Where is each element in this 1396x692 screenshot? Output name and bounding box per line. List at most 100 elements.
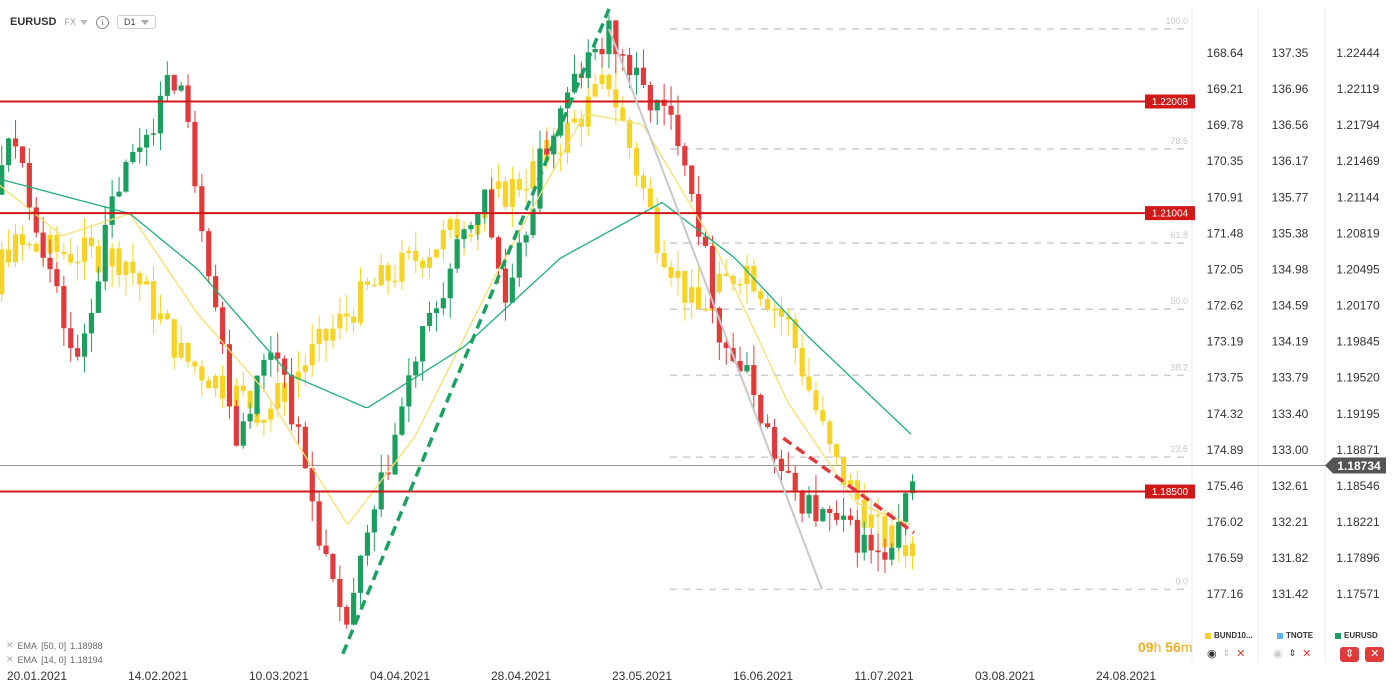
trendline-downtrend [782, 436, 915, 535]
candle-body [433, 249, 440, 258]
close-icon[interactable]: ✕ [6, 654, 14, 664]
candle-body [192, 361, 198, 367]
candle-body [240, 421, 246, 446]
trendline-uptrend [341, 8, 611, 655]
legend-eurusd[interactable]: EURUSD [1335, 631, 1378, 640]
fib-level-label: 38.2 [1170, 362, 1188, 372]
indicator-ema-14[interactable]: ✕ EMA [14, 0] 1.18194 [6, 654, 103, 665]
candle-body [351, 592, 357, 625]
reorder-icon[interactable]: ⇕ [1288, 648, 1297, 658]
candle-body [440, 298, 446, 309]
candle-body [282, 358, 288, 375]
candle-body [302, 426, 308, 469]
candle-body [344, 606, 350, 625]
candle-body [778, 458, 785, 472]
bund-controls: ◉ ⇕ ✕ [1207, 647, 1245, 660]
candle-body [592, 49, 598, 53]
axis-tick-label-bund: 134.59 [1272, 299, 1309, 313]
close-icon[interactable]: ✕ [1365, 647, 1385, 662]
candle-body [426, 312, 433, 327]
candle-body [123, 261, 129, 276]
candle-body [909, 481, 916, 494]
candle-body [420, 326, 426, 362]
axis-tick-label-eurusd: 1.17571 [1336, 587, 1380, 601]
axis-tick-label-tnote: 176.59 [1207, 551, 1244, 565]
candle-body [178, 342, 184, 358]
candle-body [606, 20, 612, 55]
candle-body [896, 521, 902, 548]
candle-body [523, 235, 529, 243]
candle-body [702, 308, 709, 311]
candle-body [164, 313, 170, 320]
candle-body [696, 194, 702, 237]
candle-body [633, 67, 640, 76]
candle-body [75, 348, 81, 357]
candle-body [468, 234, 474, 237]
candle-body [751, 365, 757, 396]
candle-body [806, 376, 812, 391]
eye-icon[interactable]: ◉ [1273, 648, 1283, 660]
symbol-label[interactable]: EURUSD [10, 16, 57, 28]
close-icon[interactable]: ✕ [6, 640, 14, 650]
candle-body [640, 67, 647, 85]
legend-tnote[interactable]: TNOTE [1277, 631, 1313, 640]
candle-body [330, 328, 336, 341]
axis-tick-label-eurusd: 1.19520 [1336, 371, 1380, 385]
candle-body [323, 545, 329, 554]
candle-body [351, 316, 357, 323]
eye-icon[interactable]: ◉ [1207, 648, 1217, 660]
candle-body [413, 361, 419, 376]
candle-body [309, 344, 315, 366]
candle-body [413, 250, 419, 261]
candle-body [385, 472, 391, 475]
candle-body [468, 224, 474, 230]
candle-body [523, 188, 529, 191]
candle-body [903, 493, 909, 522]
candle-body [185, 85, 191, 122]
candle-body [88, 237, 95, 247]
candle-body [765, 423, 771, 428]
candle-body [268, 352, 274, 360]
candle-body [150, 281, 157, 320]
chevron-down-icon[interactable] [79, 19, 88, 25]
indicator-ema-50[interactable]: ✕ EMA [50, 0] 1.18988 [6, 640, 103, 651]
candle-body [150, 133, 157, 135]
candle-body [647, 84, 653, 111]
candle-body [571, 73, 578, 93]
axis-tick-label-eurusd: 1.20495 [1336, 262, 1380, 276]
candle-body [882, 516, 888, 548]
candle-body [199, 366, 205, 381]
close-icon[interactable]: ✕ [1236, 648, 1246, 660]
candle-body [75, 261, 81, 264]
reorder-icon[interactable]: ⇕ [1222, 648, 1231, 658]
candle-body [785, 471, 791, 473]
close-icon[interactable]: ✕ [1302, 648, 1312, 660]
axis-tick-label-bund: 136.17 [1272, 154, 1309, 168]
axis-tick-label-eurusd: 1.21469 [1336, 154, 1380, 168]
reorder-icon[interactable]: ⇕ [1340, 647, 1360, 662]
candle-body [392, 434, 398, 475]
candle-body [447, 268, 453, 299]
candle-body [840, 457, 847, 485]
candle-body [730, 276, 736, 285]
candle-body [364, 532, 371, 556]
candle-body [903, 545, 909, 557]
candle-body [392, 280, 398, 283]
candle-body [199, 186, 205, 232]
candle-body [620, 54, 626, 56]
market-label: FX [64, 17, 76, 27]
candle-body [33, 207, 39, 233]
legend-bund[interactable]: BUND10... [1205, 631, 1253, 640]
candle-body [164, 75, 170, 96]
candle-body [509, 179, 515, 207]
candle-body [654, 99, 660, 111]
timer-minutes: 56 [1165, 639, 1181, 655]
info-icon[interactable]: i [95, 15, 109, 29]
timeframe-select[interactable]: D1 [116, 15, 157, 29]
candle-body [337, 313, 343, 329]
candle-body [909, 543, 916, 557]
candle-body [302, 365, 308, 372]
candle-body [558, 152, 564, 155]
axis-tick-label-bund: 133.79 [1272, 371, 1309, 385]
